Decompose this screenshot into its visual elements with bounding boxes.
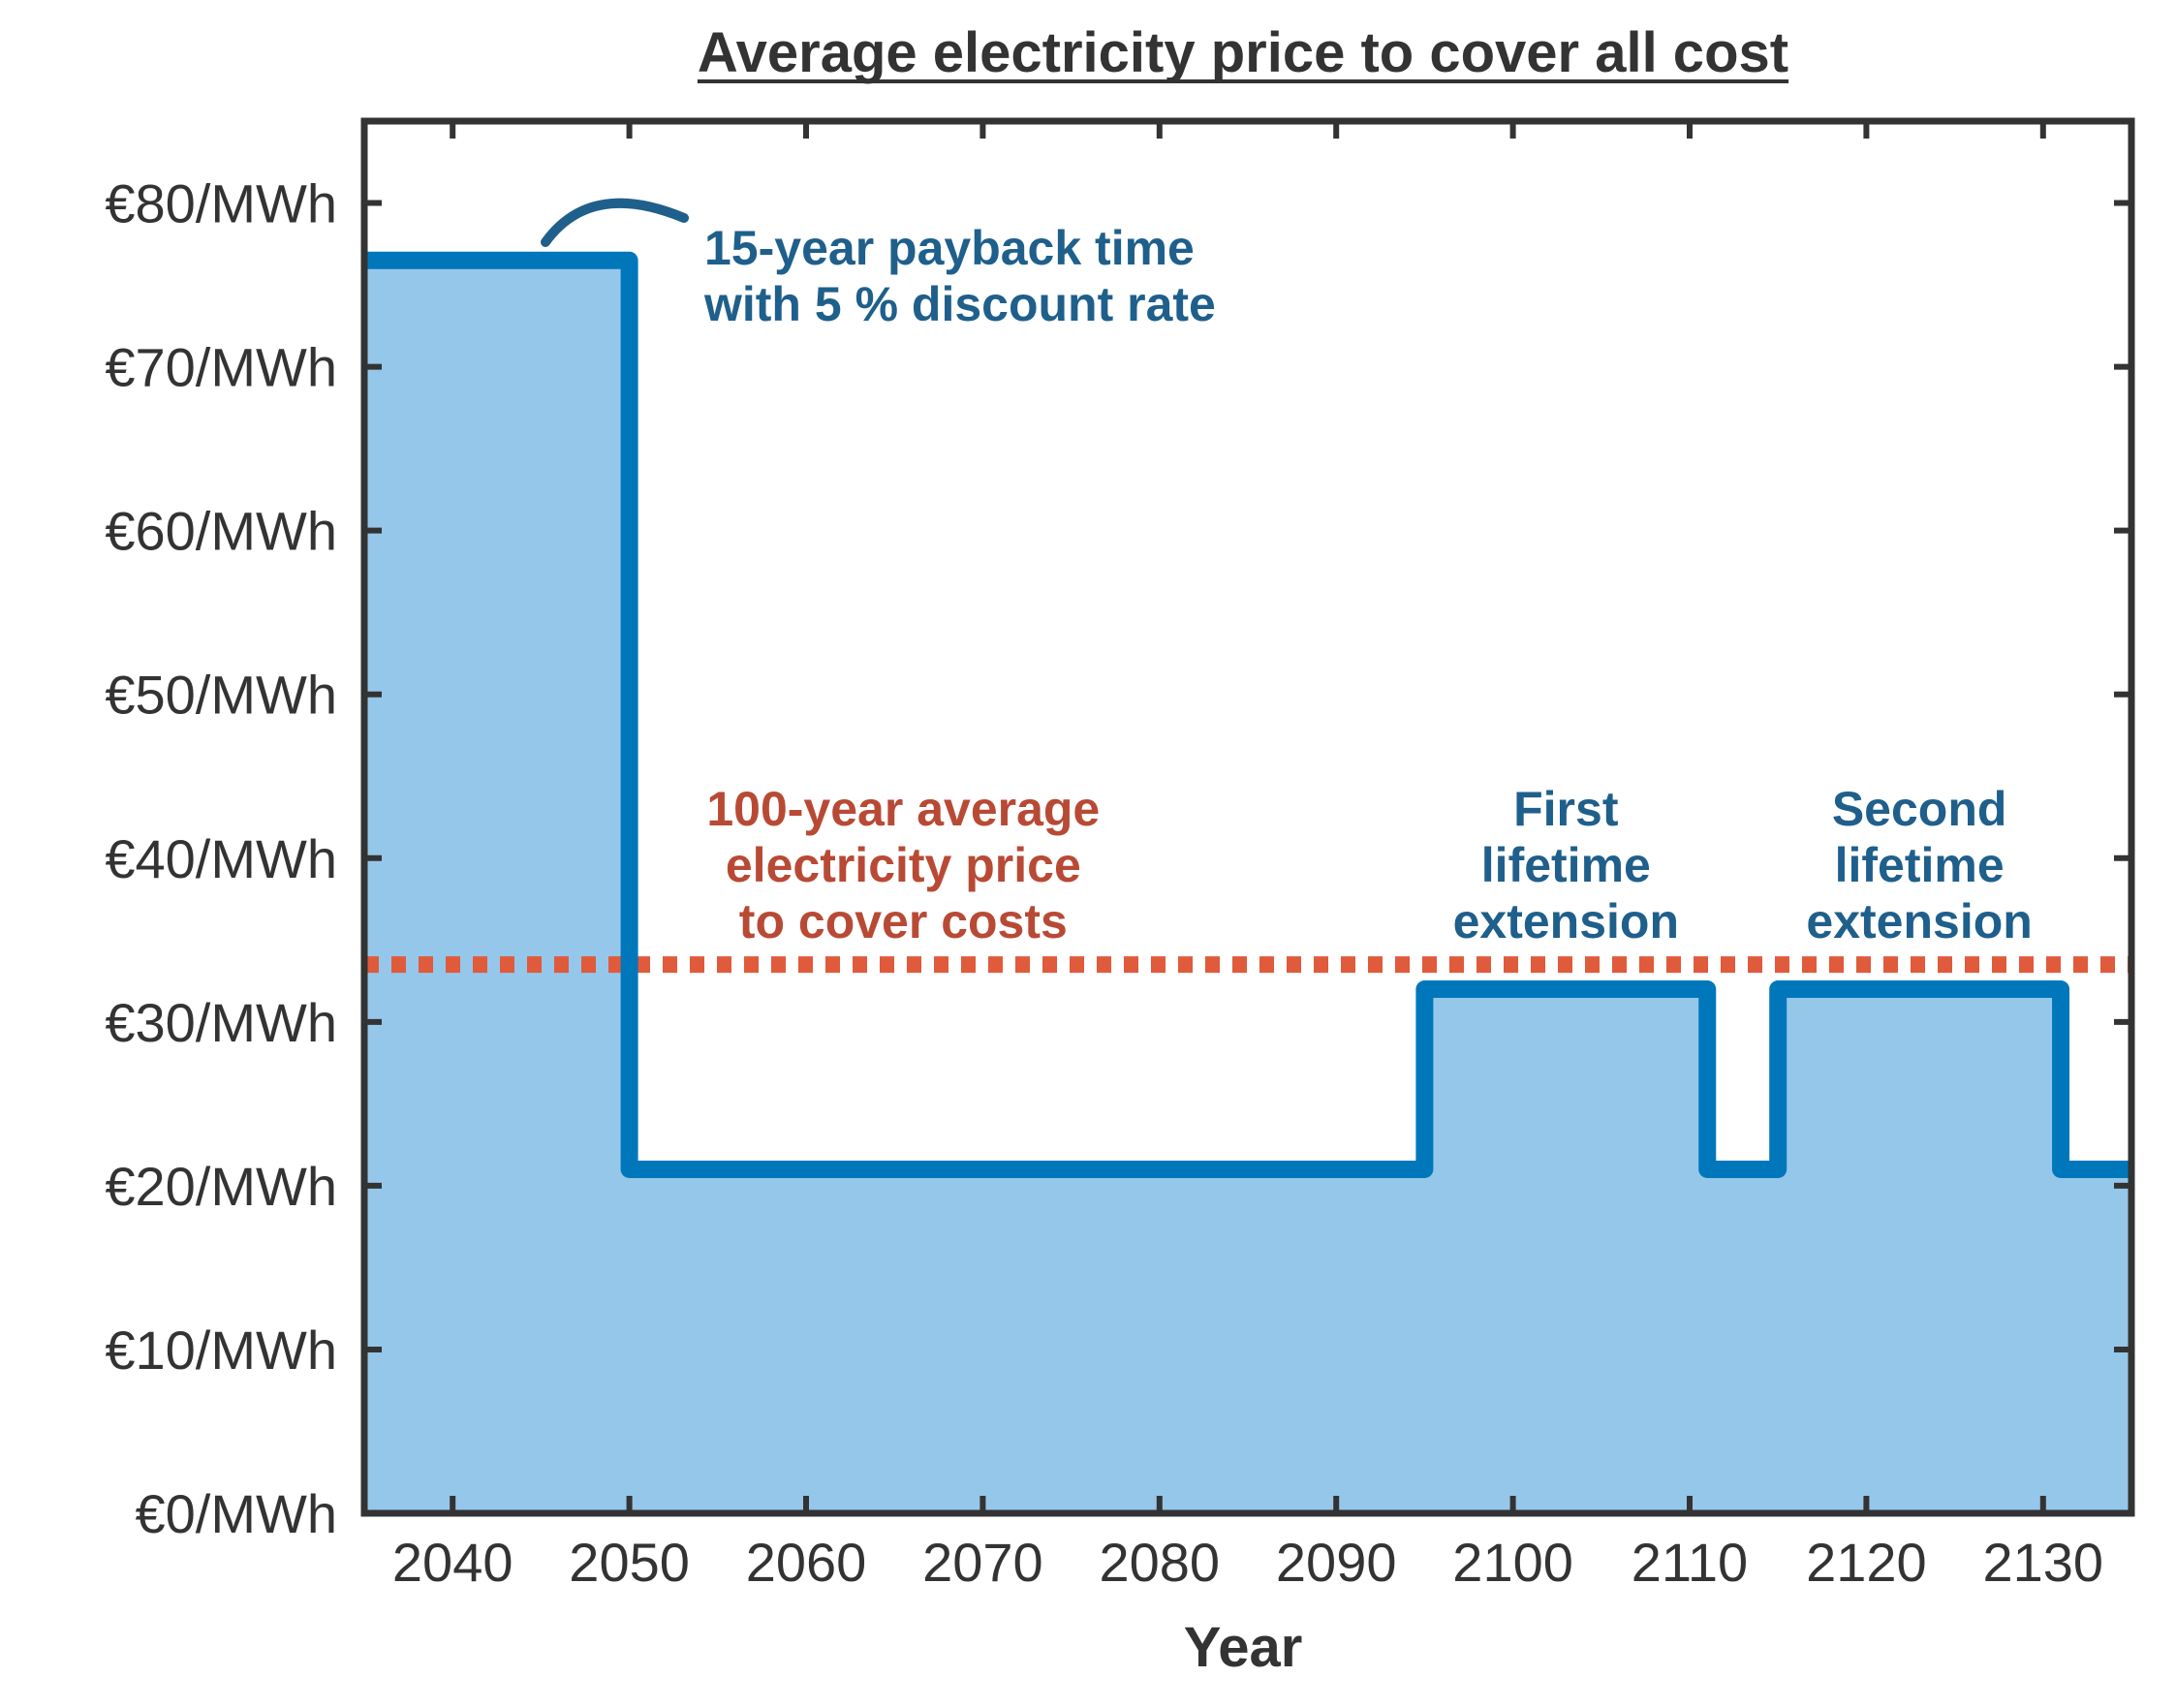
- annotation-line: extension: [1453, 894, 1679, 948]
- annotation-line: extension: [1806, 894, 2032, 948]
- y-tick-label: €0/MWh: [136, 1483, 338, 1544]
- plot-frame: [360, 117, 2135, 1517]
- annotation-line: Second: [1832, 782, 2007, 836]
- x-tick-label: 2130: [1983, 1532, 2104, 1593]
- x-tick-label: 2110: [1632, 1532, 1748, 1593]
- x-axis-label: Year: [1184, 1616, 1303, 1679]
- y-tick-label: €80/MWh: [105, 173, 337, 234]
- x-tick-label: 2120: [1806, 1532, 1927, 1593]
- annotation-line: lifetime: [1835, 838, 2005, 892]
- x-tick-label: 2080: [1100, 1532, 1221, 1593]
- y-tick-label: €10/MWh: [105, 1320, 337, 1381]
- series-step-line: [364, 251, 2131, 1178]
- series-area-fill: [364, 260, 2131, 1514]
- chart-title: Average electricity price to cover all c…: [698, 21, 1788, 84]
- x-tick-label: 2070: [922, 1532, 1043, 1593]
- x-tick-label: 2100: [1452, 1532, 1573, 1593]
- y-tick-label: €40/MWh: [105, 828, 337, 889]
- x-tick-label: 2060: [746, 1532, 867, 1593]
- annotation-line: to cover costs: [739, 894, 1068, 948]
- y-tick-label: €30/MWh: [105, 992, 337, 1053]
- annotation-line: 100-year average: [706, 782, 1100, 836]
- y-tick-label: €50/MWh: [105, 665, 337, 726]
- annotation-line: electricity price: [726, 838, 1081, 892]
- annotation-line: First: [1513, 782, 1619, 836]
- annotation-line: 15-year payback time: [704, 221, 1195, 275]
- annotation-line: lifetime: [1481, 838, 1651, 892]
- y-tick-label: €70/MWh: [105, 337, 337, 398]
- annotation-line: with 5 % discount rate: [703, 277, 1216, 331]
- x-tick-label: 2090: [1276, 1532, 1397, 1593]
- x-tick-label: 2040: [392, 1532, 513, 1593]
- x-tick-label: 2050: [569, 1532, 690, 1593]
- y-tick-label: €60/MWh: [105, 501, 337, 562]
- payback-callout-arc: [541, 198, 689, 247]
- y-tick-label: €20/MWh: [105, 1156, 337, 1217]
